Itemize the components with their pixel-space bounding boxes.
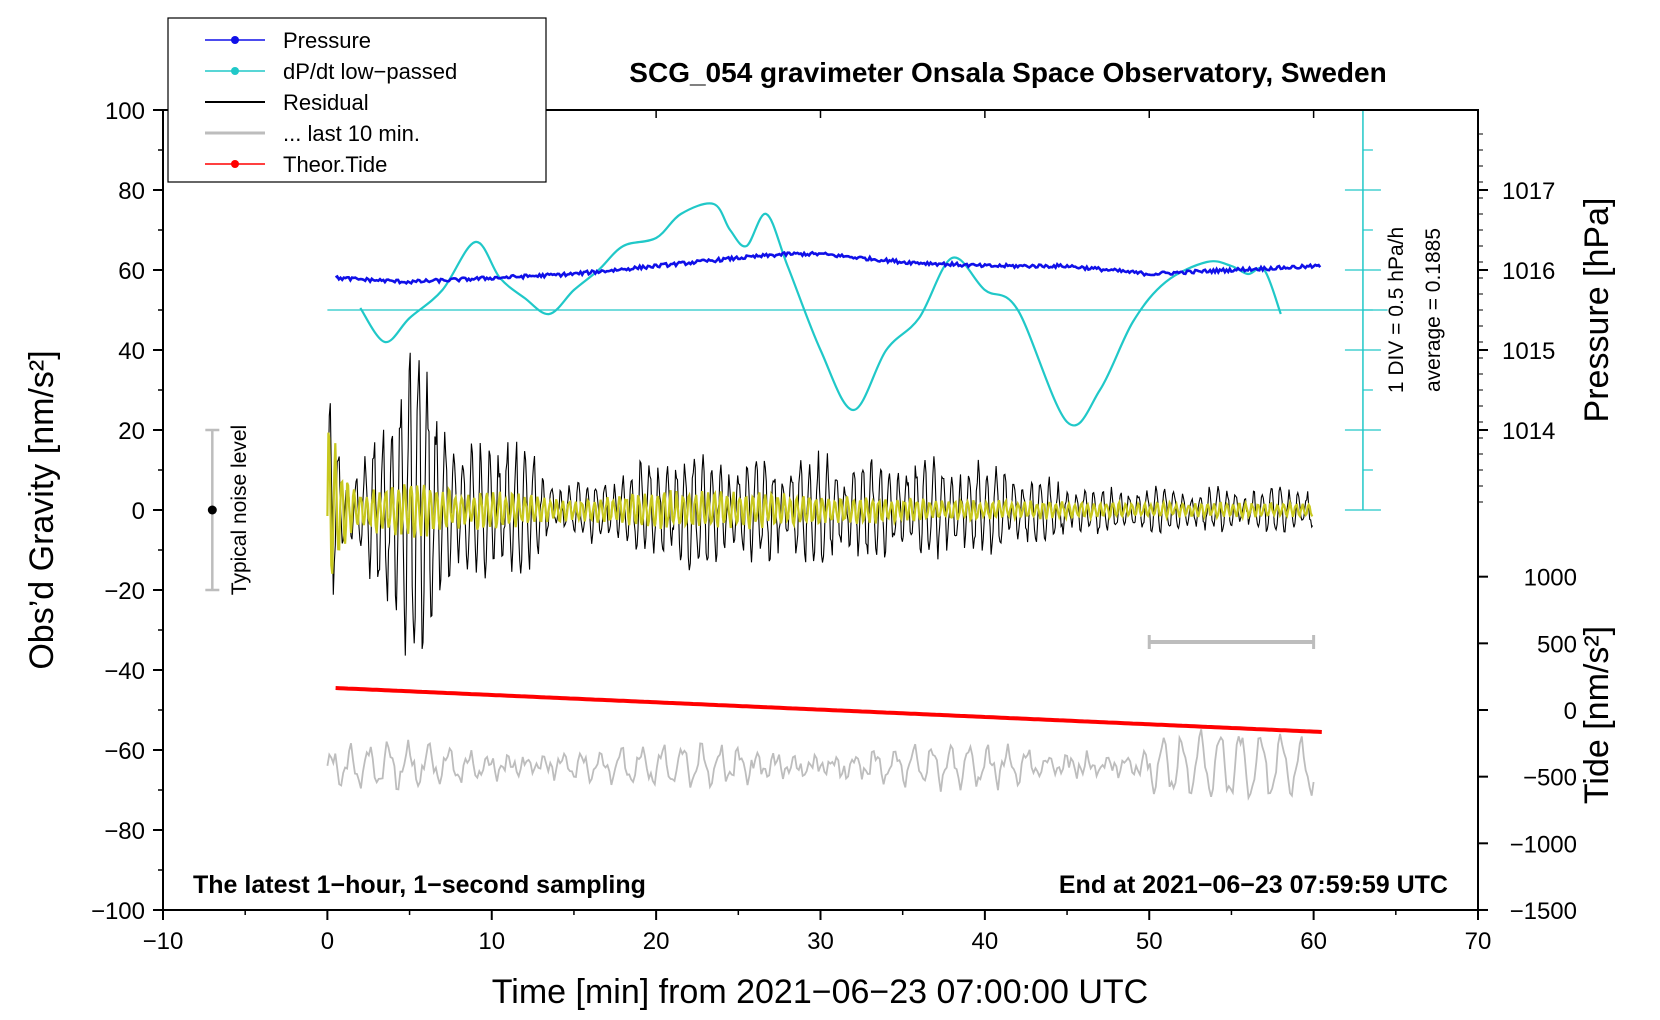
series-layer [326, 202, 1322, 801]
x-tick-label: 0 [321, 928, 334, 955]
x-tick-label: 50 [1136, 928, 1163, 955]
y-tick-label: −40 [104, 658, 145, 685]
y-tick-label: −20 [104, 578, 145, 605]
legend-label: Pressure [283, 28, 371, 53]
x-tick-label: 30 [807, 928, 834, 955]
residual-filtered-series [326, 432, 1314, 574]
legend-item-theor-tide: Theor.Tide [205, 152, 387, 177]
legend-item-pressure: Pressure [205, 28, 371, 53]
x-tick-label: 10 [478, 928, 505, 955]
y-tick-label: 0 [132, 498, 145, 525]
legend-item-dpdt: dP/dt low−passed [205, 59, 457, 84]
y-tick-label: 60 [118, 258, 145, 285]
noise-bar-center [207, 505, 217, 515]
tide-axis-label: Tide [nm/s²] [1578, 626, 1616, 804]
theor-tide-series [335, 686, 1322, 734]
average-label: average = 0.1885 [1422, 228, 1445, 392]
y-tick-label: −60 [104, 738, 145, 765]
tide-tick-label: −1000 [1510, 831, 1577, 858]
x-tick-label: 40 [972, 928, 999, 955]
plot-frame [162, 109, 1479, 911]
legend-label: Theor.Tide [283, 152, 387, 177]
sampling-annotation: The latest 1−hour, 1−second sampling [193, 871, 646, 899]
pressure-tick-label: 1016 [1502, 258, 1555, 285]
legend-item-residual: Residual [205, 90, 369, 115]
pressure-tick-label: 1014 [1502, 418, 1555, 445]
tide-tick-label: 1000 [1524, 565, 1577, 592]
dpdt-series [359, 202, 1282, 427]
last-10-min-series [326, 729, 1315, 801]
tide-tick-label: −500 [1523, 765, 1577, 792]
chart-title: SCG_054 gravimeter Onsala Space Observat… [629, 57, 1386, 88]
axis-ticks: −10 0 10 20 30 40 50 60 70−100−80−60−40−20020406… [91, 98, 1577, 955]
pressure-tick-label: 1017 [1502, 178, 1555, 205]
y-tick-label: 80 [118, 178, 145, 205]
tide-tick-label: 500 [1537, 631, 1577, 658]
legend-item-last-10-min: ... last 10 min. [205, 121, 420, 146]
y-tick-label: −100 [91, 898, 145, 925]
pressure-series [334, 250, 1322, 286]
pressure-axis-label: Pressure [hPa] [1578, 198, 1616, 423]
legend: Pressure dP/dt low−passed Residual ... l… [167, 17, 547, 183]
pressure-tick-label: 1015 [1502, 338, 1555, 365]
tide-tick-label: 0 [1564, 698, 1577, 725]
x-tick-label: 20 [643, 928, 670, 955]
y-tick-label: −80 [104, 818, 145, 845]
div-label: 1 DIV = 0.5 hPa/h [1385, 227, 1408, 393]
tide-tick-label: −1500 [1510, 898, 1577, 925]
x-tick-label: 70 [1465, 928, 1492, 955]
y-tick-label: 20 [118, 418, 145, 445]
x-tick-label: 60 [1300, 928, 1327, 955]
noise-level-label: Typical noise level [228, 425, 251, 595]
legend-label: Residual [283, 90, 369, 115]
y-tick-label: 100 [105, 98, 145, 125]
y-tick-label: 40 [118, 338, 145, 365]
legend-label: dP/dt low−passed [283, 59, 457, 84]
end-time-annotation: End at 2021−06−23 07:59:59 UTC [1059, 871, 1448, 899]
x-axis-label: Time [min] from 2021−06−23 07:00:00 UTC [492, 973, 1148, 1011]
y-axis-label: Obs’d Gravity [nm/s²] [23, 350, 61, 669]
x-tick-label: −10 [143, 928, 184, 955]
legend-label: ... last 10 min. [283, 121, 420, 146]
